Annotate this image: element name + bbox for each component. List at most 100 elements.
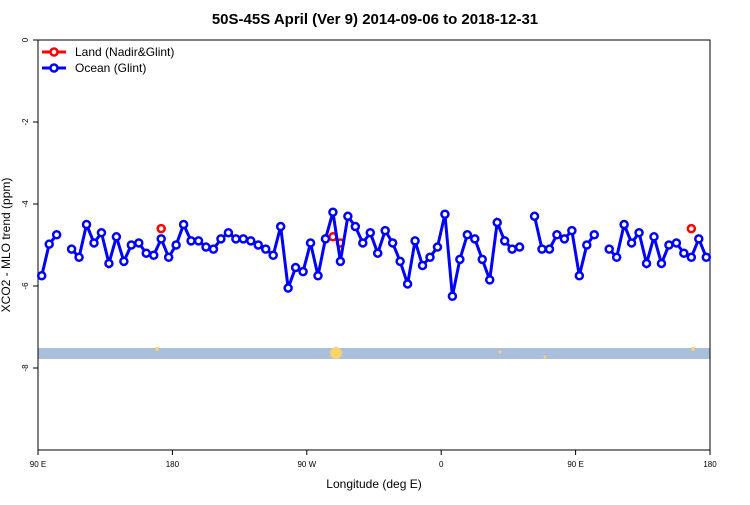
point <box>484 275 495 285</box>
point <box>44 239 54 249</box>
point <box>537 244 547 254</box>
point <box>104 258 114 269</box>
point <box>216 234 226 244</box>
point <box>626 238 637 248</box>
y-tick-label: -8 <box>21 364 30 372</box>
point <box>358 238 368 248</box>
point <box>134 238 144 248</box>
point <box>238 234 249 244</box>
point <box>671 238 682 248</box>
point <box>499 236 510 246</box>
point <box>365 227 376 238</box>
dot <box>543 355 547 359</box>
point <box>141 248 152 258</box>
point <box>350 221 361 232</box>
point <box>440 209 450 219</box>
point <box>567 225 577 236</box>
point <box>447 291 458 301</box>
x-tick-label: 180 <box>166 460 180 469</box>
point <box>604 244 614 254</box>
point <box>679 248 689 258</box>
point <box>611 252 622 263</box>
point <box>694 234 704 244</box>
point <box>223 227 234 238</box>
x-tick-label: 0 <box>439 460 444 469</box>
point <box>171 240 181 250</box>
point <box>335 256 346 267</box>
legend-label: Ocean (Glint) <box>75 61 146 75</box>
point <box>201 242 211 252</box>
point <box>328 207 338 217</box>
point <box>268 250 278 260</box>
point <box>417 260 428 271</box>
point <box>186 236 196 246</box>
point <box>619 219 629 230</box>
legend-label: Land (Nadir&Glint) <box>75 45 174 59</box>
point <box>387 238 398 248</box>
legend-marker <box>49 63 59 73</box>
point <box>507 244 517 254</box>
point <box>275 221 286 232</box>
dot <box>330 347 342 359</box>
point <box>163 252 174 263</box>
point <box>455 254 465 265</box>
point <box>246 236 256 246</box>
x-tick-label: 180 <box>703 460 717 469</box>
point <box>425 252 435 263</box>
point <box>156 223 166 234</box>
point <box>305 238 316 248</box>
point <box>634 227 644 238</box>
point <box>552 230 562 240</box>
point <box>111 232 122 242</box>
legend-marker <box>49 47 59 57</box>
point <box>686 252 697 263</box>
point <box>514 242 525 252</box>
chart-title: 50S-45S April (Ver 9) 2014-09-06 to 2018… <box>212 11 538 28</box>
point <box>492 217 502 228</box>
point <box>283 283 293 293</box>
point <box>298 266 308 277</box>
point <box>96 227 107 238</box>
point <box>290 262 301 273</box>
point <box>320 234 331 244</box>
point <box>343 211 353 222</box>
point <box>432 242 443 252</box>
band <box>38 348 710 359</box>
point <box>231 234 241 244</box>
dot <box>691 347 695 351</box>
x-tick-label: 90 E <box>567 460 583 469</box>
point <box>36 271 47 281</box>
dot <box>155 347 159 351</box>
point <box>641 258 652 269</box>
point <box>574 271 585 281</box>
y-tick-label: -2 <box>21 118 30 126</box>
point <box>178 219 189 230</box>
point <box>372 248 383 258</box>
point <box>74 252 84 263</box>
y-tick-label: -4 <box>21 200 30 208</box>
point <box>529 211 540 222</box>
point <box>81 219 92 230</box>
x-tick-label: 90 W <box>297 460 316 469</box>
y-axis-label: XCO2 - MLO trend (ppm) <box>0 178 13 313</box>
point <box>119 256 129 267</box>
point <box>410 236 420 246</box>
point <box>395 256 405 267</box>
point <box>402 279 413 289</box>
point <box>656 258 667 269</box>
point <box>253 240 264 250</box>
point <box>544 244 555 254</box>
point <box>260 244 271 254</box>
point <box>66 244 77 254</box>
point <box>156 234 166 244</box>
point <box>477 254 488 265</box>
point <box>559 234 570 244</box>
point <box>380 225 390 236</box>
point <box>208 244 219 254</box>
point <box>470 234 480 244</box>
point <box>148 250 159 260</box>
point <box>313 271 323 281</box>
y-tick-label: -6 <box>21 282 30 290</box>
point <box>193 236 204 246</box>
